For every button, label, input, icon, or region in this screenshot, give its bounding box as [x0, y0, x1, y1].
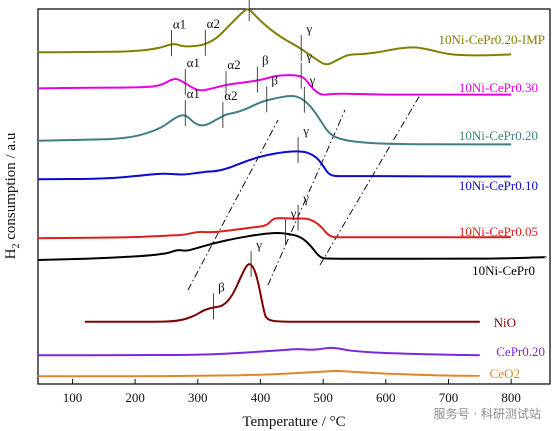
peak-label: γ: [255, 237, 262, 252]
series-label-10ni-cepr0-05: 10Ni-CePr0.05: [459, 224, 538, 239]
series-label-10ni-cepr0-30: 10Ni-CePr0.30: [459, 80, 538, 95]
x-tick-label: 800: [501, 390, 521, 405]
x-tick-label: 500: [313, 390, 333, 405]
series-line-nio: [85, 263, 480, 323]
dash-dot-guide: [187, 119, 279, 291]
peak-label: α2: [224, 88, 237, 103]
peak-label: β: [218, 279, 225, 294]
peak-label: β: [271, 72, 278, 87]
series-line-ceo2: [37, 370, 481, 378]
x-axis: 100 200 300 400 500 600 700 800: [63, 379, 521, 405]
series-label-cepr0-20: CePr0.20: [496, 344, 545, 359]
peak-label: γ: [305, 49, 312, 64]
x-tick-label: 300: [188, 390, 208, 405]
dash-dot-guide: [319, 94, 421, 266]
peak-label: γ: [290, 205, 297, 220]
x-tick-label: 700: [439, 390, 459, 405]
series-label-10ni-cepr0-10: 10Ni-CePr0.10: [459, 178, 538, 193]
series-line-cepr0-20: [37, 346, 480, 357]
series-line-10ni-cepr0: [37, 232, 547, 261]
x-tick-label: 100: [63, 390, 83, 405]
peak-label: γ: [308, 73, 315, 88]
peak-label: γ: [305, 21, 312, 36]
series-line-10ni-cepr0-05: [37, 217, 512, 240]
series-line-10ni-cepr0-20-imp: [38, 8, 512, 66]
series-layer: [37, 8, 547, 378]
peak-label: α1: [173, 16, 186, 31]
watermark: 服务号 · 科研测试站: [429, 404, 545, 423]
peak-label: α1: [187, 86, 200, 101]
series-line-10ni-cepr0-30: [37, 74, 512, 96]
x-tick-label: 400: [251, 390, 271, 405]
peak-label: β: [262, 53, 269, 68]
peak-annotations: α1α2βγα1α2βγα1α2βγγγγβγ: [171, 0, 315, 320]
dash-dot-guide: [267, 109, 346, 286]
series-line-10ni-cepr0-10: [37, 150, 512, 181]
plot-frame: [37, 8, 551, 385]
series-line-10ni-cepr0-20: [37, 95, 512, 146]
series-labels: 10Ni-CePr0.20-IMP 10Ni-CePr0.30 10Ni-CePr0…: [438, 32, 545, 381]
peak-label: γ: [302, 123, 309, 138]
peak-label: γ: [302, 191, 309, 206]
series-label-10ni-cepr0-20-imp: 10Ni-CePr0.20-IMP: [438, 32, 545, 47]
x-tick-label: 600: [376, 390, 396, 405]
peak-label: α2: [207, 16, 220, 31]
x-axis-label: Temperature / °C: [242, 414, 345, 430]
peak-label: α2: [227, 57, 240, 72]
series-label-ceo2: CeO2: [490, 366, 520, 381]
peak-label: α1: [187, 55, 200, 70]
y-axis-label: H2 consumption / a.u: [3, 132, 22, 259]
series-label-nio: NiO: [494, 315, 516, 330]
series-label-10ni-cepr0: 10Ni-CePr0: [472, 263, 535, 278]
series-label-10ni-cepr0-20: 10Ni-CePr0.20: [459, 128, 538, 143]
x-tick-label: 200: [125, 390, 145, 405]
